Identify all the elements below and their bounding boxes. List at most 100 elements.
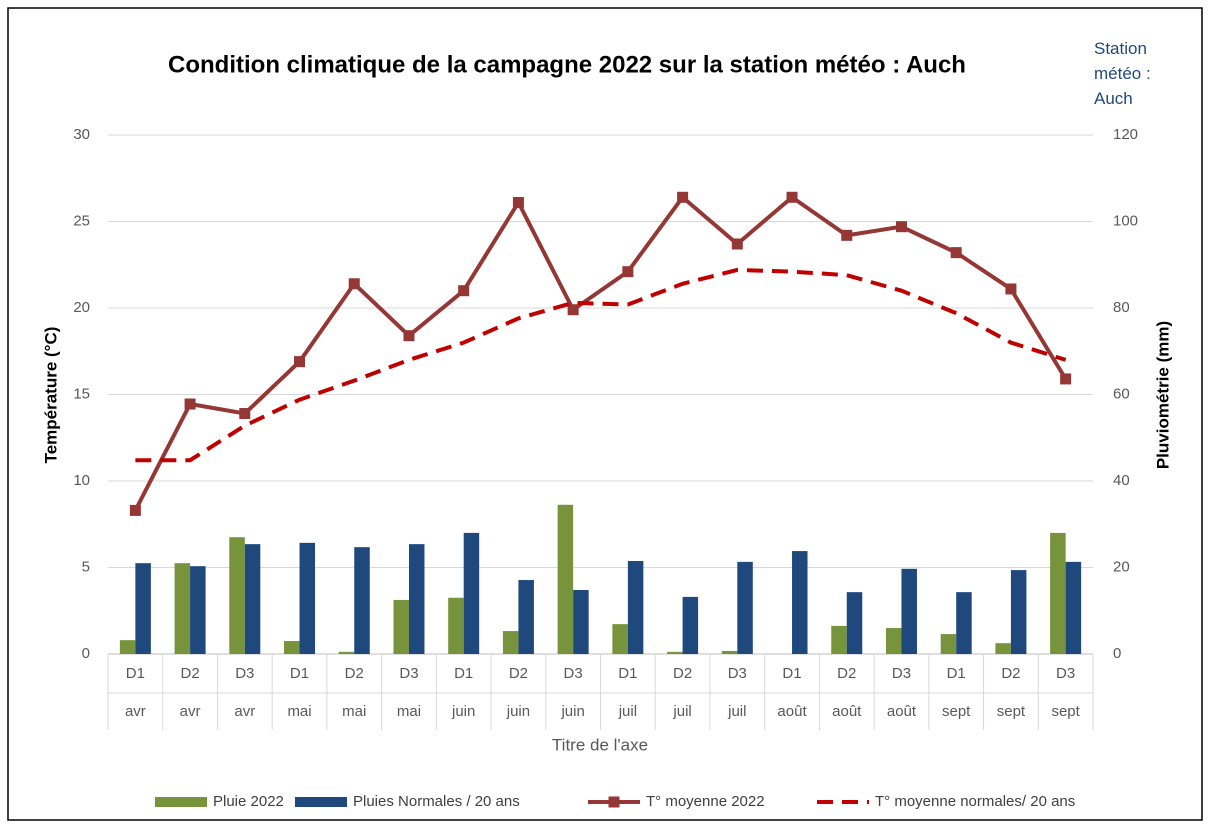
y-tick-label: 5 [82, 558, 90, 575]
marker [786, 191, 798, 203]
bar [119, 640, 136, 654]
bar [1010, 570, 1027, 654]
y2-tick-label: 40 [1113, 472, 1130, 489]
x-tick-label: D2 [837, 665, 856, 682]
y2-tick-label: 20 [1113, 558, 1130, 575]
marker [348, 278, 360, 290]
bar [901, 568, 917, 654]
marker [895, 221, 907, 233]
marker [567, 304, 579, 316]
marker [1005, 283, 1017, 295]
bar [338, 651, 355, 654]
bar [846, 592, 863, 654]
bar [737, 561, 753, 654]
y-tick-label: 10 [73, 472, 90, 489]
bar [502, 631, 519, 654]
x-group-label: juil [618, 703, 637, 720]
x-tick-label: D3 [1056, 665, 1075, 682]
marker [129, 504, 141, 516]
x-group-label: sept [942, 703, 971, 720]
y-tick-label: 25 [73, 212, 90, 229]
x-tick-label: D1 [947, 665, 966, 682]
x-tick-label: D2 [1001, 665, 1020, 682]
legend-swatch [155, 797, 207, 807]
marker [184, 398, 196, 410]
bar [354, 547, 370, 654]
bar [135, 563, 151, 654]
marker [458, 285, 470, 297]
marker [841, 229, 853, 241]
marker [294, 356, 306, 368]
y-tick-label: 30 [73, 126, 90, 143]
marker [239, 408, 251, 420]
x-group-label: juin [560, 703, 584, 720]
marker [403, 330, 415, 342]
x-tick-label: D1 [782, 665, 801, 682]
y2-tick-label: 100 [1113, 212, 1138, 229]
y-axis-title: Température (°C) [41, 327, 60, 464]
bar [463, 532, 480, 654]
x-group-label: sept [997, 703, 1026, 720]
y2-axis-title: Pluviométrie (mm) [1153, 321, 1172, 469]
y2-tick-label: 0 [1113, 645, 1121, 662]
x-group-label: août [832, 703, 862, 720]
x-group-label: avr [180, 703, 201, 720]
legend-label: T° moyenne 2022 [646, 793, 765, 810]
bar [448, 597, 464, 654]
x-group-label: sept [1051, 703, 1080, 720]
bar [174, 563, 191, 654]
x-tick-label: D1 [618, 665, 637, 682]
x-group-label: août [887, 703, 917, 720]
x-tick-label: D1 [126, 665, 145, 682]
marker [1060, 373, 1072, 385]
x-axis-title: Titre de l'axe [552, 735, 648, 754]
x-tick-label: D3 [399, 665, 418, 682]
y-tick-label: 15 [73, 385, 90, 402]
legend-marker [608, 796, 620, 808]
bar [682, 596, 699, 654]
marker [731, 238, 743, 250]
x-group-label: mai [342, 703, 366, 720]
y-tick-label: 0 [82, 645, 90, 662]
bar [612, 624, 628, 654]
x-group-label: juin [451, 703, 475, 720]
x-tick-label: D2 [345, 665, 364, 682]
x-group-label: juin [506, 703, 530, 720]
bar [557, 504, 574, 654]
bar [518, 580, 534, 654]
bar [299, 542, 316, 654]
bar [244, 544, 261, 654]
bar [667, 651, 683, 654]
x-tick-label: D3 [892, 665, 911, 682]
bar [995, 643, 1011, 654]
y-tick-label: 20 [73, 299, 90, 316]
bar [627, 561, 644, 654]
x-tick-label: D2 [673, 665, 692, 682]
line [133, 194, 1068, 512]
bar [956, 592, 972, 654]
legend-label: Pluies Normales / 20 ans [353, 793, 520, 810]
x-group-label: juil [672, 703, 691, 720]
y2-tick-label: 120 [1113, 126, 1138, 143]
bar [229, 537, 245, 654]
bar [792, 551, 808, 654]
x-tick-label: D3 [235, 665, 254, 682]
x-tick-label: D1 [454, 665, 473, 682]
x-group-label: avr [234, 703, 255, 720]
bar [573, 589, 589, 654]
bar [721, 650, 738, 654]
legend-label: T° moyenne normales/ 20 ans [875, 793, 1075, 810]
y2-tick-label: 80 [1113, 299, 1130, 316]
bar [190, 566, 206, 654]
x-tick-label: D3 [564, 665, 583, 682]
marker [950, 247, 962, 259]
x-tick-label: D2 [180, 665, 199, 682]
chart-border [7, 7, 1203, 821]
marker [512, 196, 524, 208]
marker [622, 266, 634, 278]
bar [393, 599, 409, 654]
legend-swatch [295, 797, 347, 807]
x-group-label: juil [727, 703, 746, 720]
y2-tick-label: 60 [1113, 385, 1130, 402]
